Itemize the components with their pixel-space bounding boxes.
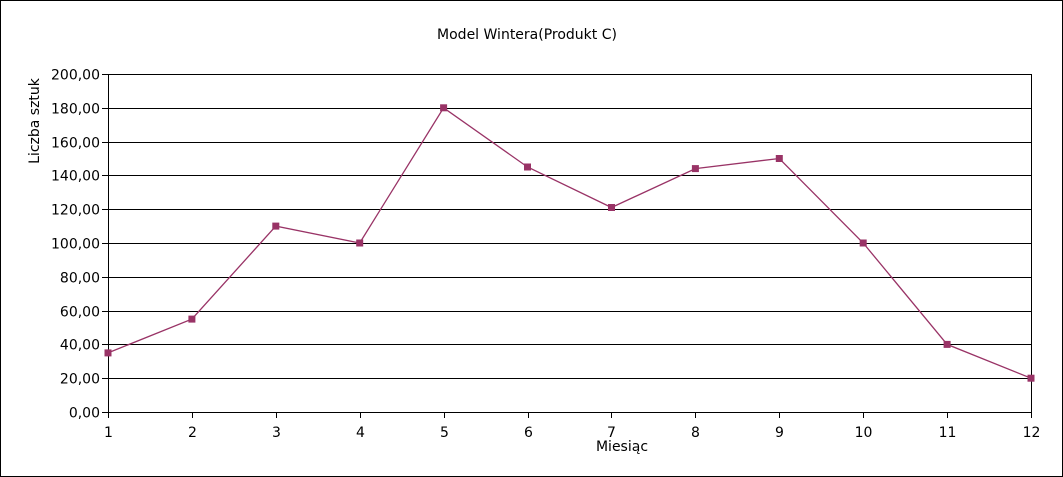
series-layer bbox=[104, 104, 1035, 382]
x-axis-title: Miesiąc bbox=[596, 439, 648, 455]
x-tick-label: 2 bbox=[188, 425, 197, 441]
data-point-marker bbox=[608, 204, 615, 211]
y-axis-title: Liczba sztuk bbox=[27, 77, 43, 164]
data-point-marker bbox=[104, 349, 112, 357]
series-line bbox=[107, 106, 1032, 379]
x-tick-label: 8 bbox=[691, 425, 700, 441]
data-point-marker bbox=[859, 239, 867, 247]
chart-title: Model Wintera(Produkt C) bbox=[437, 27, 617, 43]
x-tick-label: 4 bbox=[356, 425, 365, 441]
data-point-marker bbox=[188, 315, 196, 323]
y-tick-label: 80,00 bbox=[60, 271, 100, 287]
data-point-marker bbox=[524, 163, 531, 171]
y-tick-label: 140,00 bbox=[51, 169, 100, 185]
data-point-marker bbox=[440, 104, 448, 112]
x-tick-label: 6 bbox=[524, 425, 533, 441]
y-tick-label: 20,00 bbox=[60, 372, 100, 388]
y-tick-label: 40,00 bbox=[60, 338, 100, 354]
data-point-marker bbox=[1027, 374, 1035, 382]
y-tick-label: 0,00 bbox=[69, 406, 100, 422]
x-tick-label: 7 bbox=[607, 425, 616, 441]
data-point-marker bbox=[943, 340, 951, 348]
y-tick-label: 120,00 bbox=[51, 203, 100, 219]
x-tick-label: 9 bbox=[775, 425, 784, 441]
axes bbox=[108, 74, 1032, 418]
x-tick-label: 11 bbox=[939, 425, 957, 441]
x-tick-labels: 1 2 3 4 5 6 7 8 9 10 11 12 bbox=[104, 425, 1040, 441]
gridlines bbox=[102, 74, 1031, 413]
data-point-marker bbox=[775, 155, 783, 162]
y-tick-label: 180,00 bbox=[51, 102, 100, 118]
x-tick-label: 10 bbox=[855, 425, 873, 441]
y-tick-label: 60,00 bbox=[60, 305, 100, 321]
y-tick-label: 200,00 bbox=[51, 68, 100, 84]
x-tick-label: 3 bbox=[272, 425, 281, 441]
y-tick-label: 160,00 bbox=[51, 136, 100, 152]
y-tick-labels: 0,00 20,00 40,00 60,00 80,00 100,00 120,00 140,… bbox=[51, 68, 100, 422]
data-point-marker bbox=[691, 165, 699, 173]
x-tick-label: 1 bbox=[104, 425, 113, 441]
x-tick-label: 12 bbox=[1023, 425, 1041, 441]
data-point-marker bbox=[356, 239, 364, 247]
data-point-marker bbox=[272, 222, 280, 230]
y-tick-label: 100,00 bbox=[51, 237, 100, 253]
x-tick-label: 5 bbox=[440, 425, 449, 441]
